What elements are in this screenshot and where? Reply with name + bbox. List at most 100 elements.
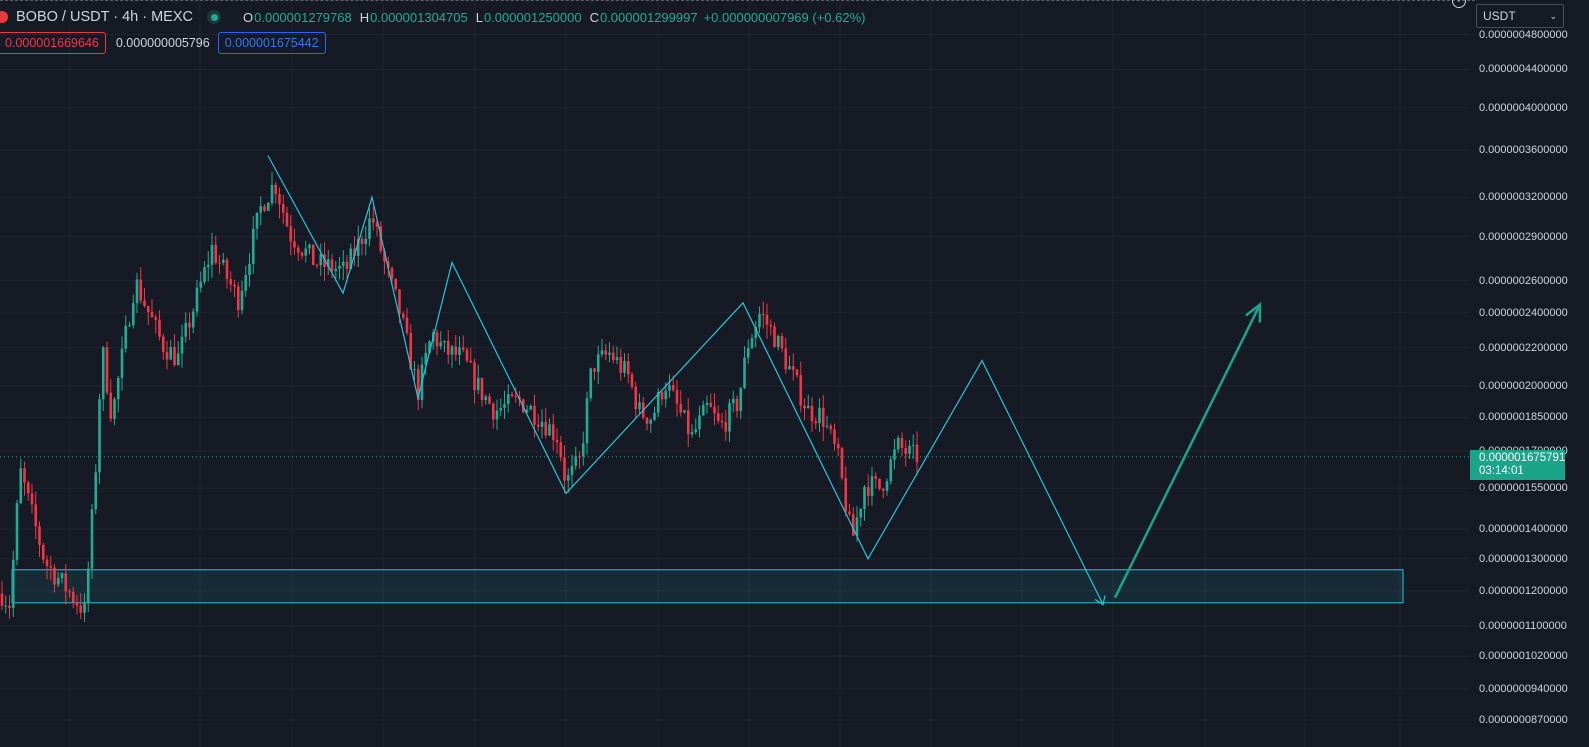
candle-body: [454, 346, 458, 355]
candle-body: [8, 605, 11, 608]
candle-body: [71, 591, 75, 603]
candle-body: [694, 429, 698, 432]
candle-body: [150, 311, 154, 318]
candle-body: [229, 279, 233, 285]
candle-body: [135, 279, 139, 304]
price-axis-label: 0.0000002000000: [1479, 379, 1568, 392]
candle-body: [233, 284, 236, 287]
symbol-legend: BOBO / USDT · 4h · MEXC O 0.000001279768…: [0, 6, 866, 28]
candle-body: [750, 338, 754, 349]
candle-body: [803, 405, 806, 409]
candle-body: [660, 392, 664, 400]
candle-body: [608, 352, 611, 355]
candle-body: [626, 361, 630, 375]
candle-body: [739, 387, 743, 412]
price-axis-label: 0.0000000870000: [1479, 714, 1568, 726]
candle-body: [675, 390, 679, 404]
candle-body: [578, 456, 581, 458]
high-value: 0.000001304705: [370, 9, 468, 25]
candle-body: [593, 368, 596, 372]
chart-grid: [0, 0, 1470, 747]
projection-arrow-head: [1245, 301, 1262, 323]
candle-body: [203, 267, 206, 282]
support-zone: [11, 569, 1404, 604]
candle-body: [293, 241, 296, 248]
candle-body: [0, 593, 4, 606]
candle-body: [761, 313, 765, 316]
candle-body: [649, 419, 653, 424]
currency-select[interactable]: USDT ⌄: [1476, 4, 1564, 28]
symbol-title[interactable]: BOBO / USDT · 4h · MEXC: [16, 9, 193, 25]
open-value: 0.000001279768: [254, 9, 352, 25]
market-status-icon[interactable]: [207, 10, 221, 24]
price-axis-label: 0.0000002400000: [1479, 306, 1568, 319]
price-axis[interactable]: 0.0000004800000 0.0000004400000 0.00000040…: [1470, 0, 1589, 747]
candle-body: [383, 251, 386, 262]
candle-body: [375, 222, 379, 227]
candle-body: [724, 422, 728, 432]
candle-body: [386, 261, 390, 269]
candle-body: [746, 348, 750, 358]
candle-body: [581, 443, 585, 457]
candle-body: [690, 431, 694, 435]
candle-body: [394, 278, 398, 290]
price-axis-label: 0.0000002600000: [1479, 274, 1568, 287]
candle-body: [161, 336, 165, 352]
price-axis-label: 0.0000000940000: [1479, 682, 1568, 695]
candle-body: [11, 559, 15, 608]
candle-body: [728, 403, 731, 432]
candle-body: [281, 204, 285, 213]
candle-body: [116, 377, 120, 400]
candle-body: [191, 311, 195, 328]
candle-body: [184, 322, 188, 337]
candle-body: [56, 578, 60, 585]
pattern-drawings: [267, 155, 1262, 606]
candle-body: [896, 437, 900, 450]
candle-body: [248, 263, 251, 275]
candle-body: [263, 206, 266, 211]
open-label: O: [243, 9, 254, 25]
candle-body: [158, 319, 161, 337]
candle-body: [379, 226, 383, 252]
candle-body: [836, 444, 840, 449]
candle-body: [4, 605, 8, 607]
candle-body: [300, 252, 304, 256]
candle-body: [825, 425, 829, 427]
candle-body: [525, 409, 529, 413]
candle-body: [840, 448, 844, 478]
top-dashed-line: [0, 0, 1475, 3]
buy-button[interactable]: 0.000001675442: [217, 32, 326, 54]
candle-body: [705, 402, 709, 405]
candle-body: [199, 281, 203, 288]
sell-button[interactable]: 0.000001669646: [0, 32, 106, 54]
candle-body: [514, 396, 518, 398]
candle-body: [315, 264, 319, 266]
candle-body: [533, 405, 536, 425]
candle-body: [506, 394, 510, 405]
candle-body: [251, 228, 255, 264]
candle-body: [356, 238, 360, 256]
candle-body: [878, 478, 881, 489]
candle-body: [885, 481, 889, 491]
candle-body: [428, 341, 431, 353]
candle-body: [390, 268, 394, 279]
candle-body: [821, 407, 825, 427]
price-axis-label: 0.0000001020000: [1479, 650, 1568, 663]
candle-body: [319, 254, 323, 266]
price-axis-label: 0.0000001200000: [1479, 584, 1568, 597]
candle-body: [904, 448, 908, 454]
change-value: +0.000000007969 (+0.62%): [703, 9, 866, 25]
candles: [0, 171, 919, 622]
candle-body: [754, 326, 758, 339]
candle-body: [416, 369, 420, 400]
candle-body: [503, 404, 506, 409]
candle-body: [795, 369, 799, 376]
candle-body: [195, 287, 199, 312]
candle-body: [240, 290, 244, 311]
candle-body: [143, 300, 146, 306]
candle-body: [698, 415, 701, 430]
spread-value: 0.000000005796: [115, 36, 210, 50]
candle-body: [484, 396, 488, 401]
